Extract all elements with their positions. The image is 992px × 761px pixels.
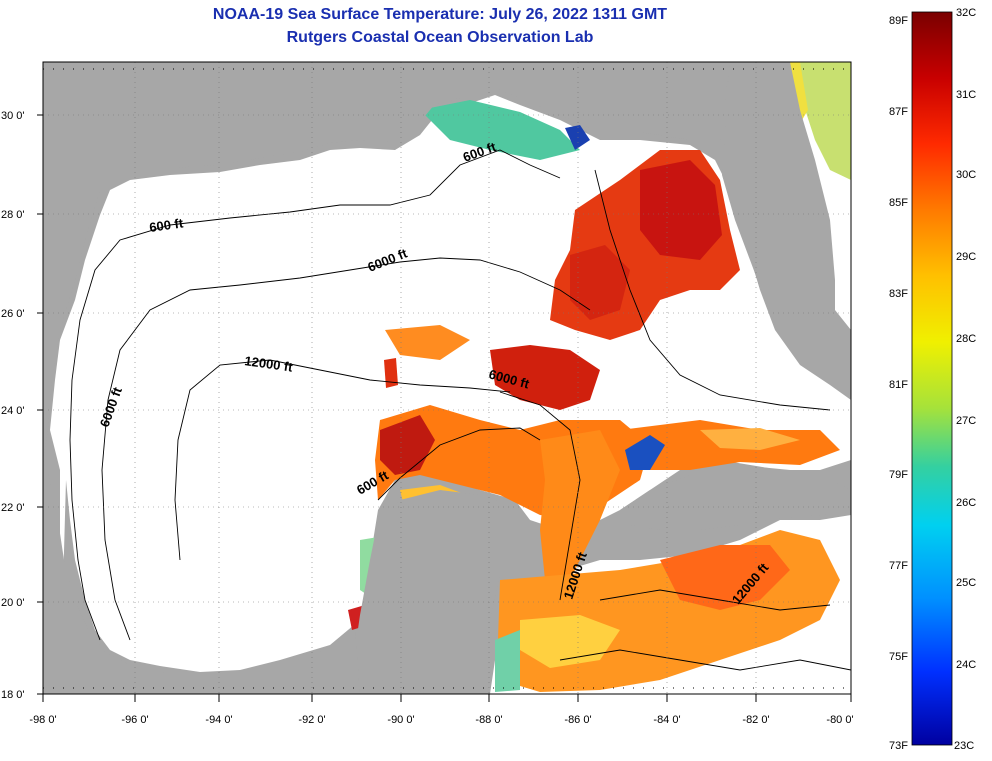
mexico-west-coast	[43, 460, 360, 694]
lon-label-90: -90 0'	[387, 714, 414, 726]
lat-label-18: 18 0'	[1, 689, 25, 701]
cb-label-26C: 26C	[956, 497, 976, 509]
contour-label-12000ft-1: 12000 ft	[244, 353, 295, 375]
graticule	[43, 62, 851, 694]
gulf-coast-usa	[43, 62, 730, 460]
lon-label-80: -80 0'	[826, 714, 853, 726]
cb-label-75F: 75F	[889, 651, 908, 663]
cb-label-73F: 73F	[889, 740, 908, 752]
contour-escarpment	[499, 391, 581, 601]
cuba	[620, 465, 851, 530]
map-title: NOAA-19 Sea Surface Temperature: July 26…	[212, 6, 668, 23]
lon-label-82: -82 0'	[742, 714, 769, 726]
contour-6000ft	[101, 257, 591, 641]
contour-600ft	[69, 149, 561, 641]
bathymetry-contours	[69, 149, 851, 671]
cb-label-23C: 23C	[954, 740, 974, 752]
cb-label-28C: 28C	[956, 333, 976, 345]
latitude-labels: 30 0' 28 0' 26 0' 24 0' 22 0' 20 0' 18 0…	[1, 110, 25, 701]
cb-label-87F: 87F	[889, 106, 908, 118]
cb-label-83F: 83F	[889, 288, 908, 300]
contour-caribbean-1	[599, 589, 831, 611]
lon-label-84: -84 0'	[653, 714, 680, 726]
lat-label-24: 24 0'	[1, 405, 25, 417]
lon-label-86: -86 0'	[564, 714, 591, 726]
map-subtitle: Rutgers Coastal Ocean Observation Lab	[286, 29, 594, 46]
contour-caribbean-2	[559, 649, 851, 671]
contour-600ft-yucatan	[377, 427, 541, 501]
florida-peninsula	[722, 62, 835, 350]
colorbar-fahrenheit-labels: 89F 87F 85F 83F 81F 79F 77F 75F 73F	[889, 15, 908, 752]
lat-label-26: 26 0'	[1, 308, 25, 320]
lat-label-30: 30 0'	[1, 110, 25, 122]
cb-label-31C: 31C	[956, 89, 976, 101]
colorbar-gradient	[911, 11, 953, 746]
map-frame	[42, 61, 852, 695]
lon-label-88: -88 0'	[475, 714, 502, 726]
sst-data-patches	[348, 62, 851, 692]
lat-label-20: 20 0'	[1, 597, 25, 609]
cb-label-89F: 89F	[889, 15, 908, 27]
lat-label-28: 28 0'	[1, 209, 25, 221]
lon-label-96: -96 0'	[121, 714, 148, 726]
cb-label-79F: 79F	[889, 469, 908, 481]
lat-label-22: 22 0'	[1, 502, 25, 514]
cb-label-30C: 30C	[956, 169, 976, 181]
cb-label-77F: 77F	[889, 560, 908, 572]
contour-label-600ft-2: 600 ft	[148, 215, 184, 235]
cb-label-81F: 81F	[889, 379, 908, 391]
cb-label-32C: 32C	[956, 7, 976, 19]
lon-label-92: -92 0'	[298, 714, 325, 726]
lon-label-98: -98 0'	[29, 714, 56, 726]
cb-label-27C: 27C	[956, 415, 976, 427]
tick-marks	[37, 68, 852, 702]
cb-label-24C: 24C	[956, 659, 976, 671]
colorbar: 89F 87F 85F 83F 81F 79F 77F 75F 73F 32C …	[889, 7, 976, 752]
cb-label-29C: 29C	[956, 251, 976, 263]
cb-label-25C: 25C	[956, 577, 976, 589]
lon-label-94: -94 0'	[205, 714, 232, 726]
cb-label-85F: 85F	[889, 197, 908, 209]
longitude-labels: -98 0' -96 0' -94 0' -92 0' -90 0' -88 0…	[29, 714, 853, 726]
contour-florida-shelf	[594, 169, 831, 411]
colorbar-celsius-labels: 32C 31C 30C 29C 28C 27C 26C 25C 24C 23C	[954, 7, 976, 752]
contour-12000ft	[174, 359, 511, 561]
